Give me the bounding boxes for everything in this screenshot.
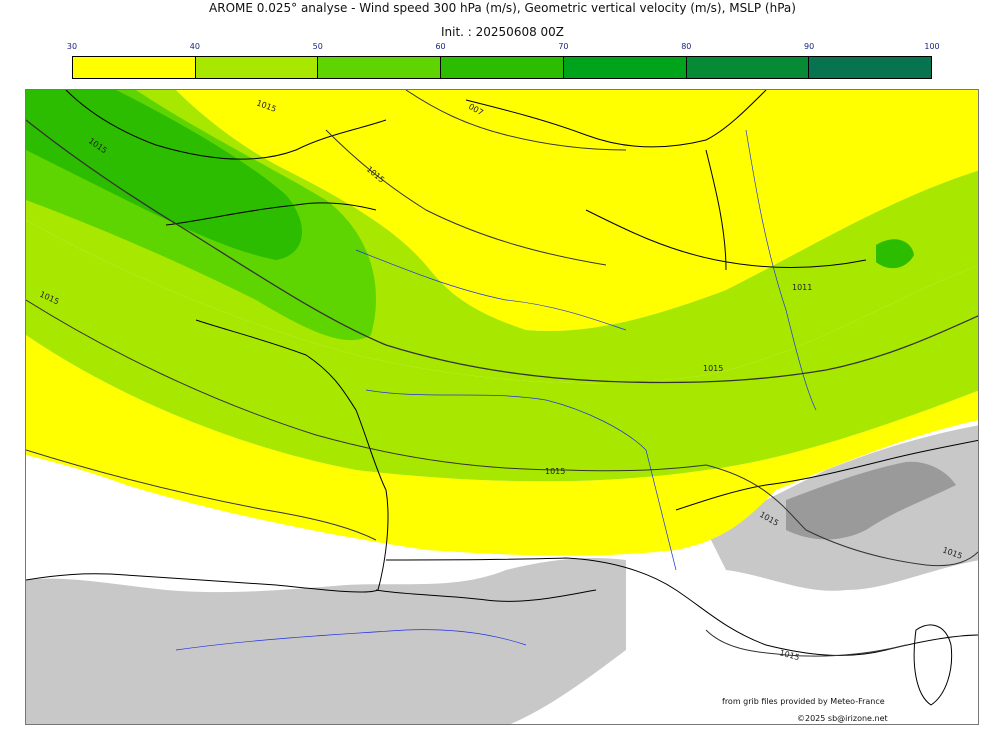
- colorbar-ticks: 30 40 50 60 70 80 90 100: [67, 42, 940, 54]
- isobar-1007: [405, 90, 627, 151]
- colorbar-tick: 70: [558, 42, 569, 51]
- wind-band-60-east: [876, 239, 914, 269]
- isobar-1015-south: [26, 299, 978, 567]
- coastline-uk: [65, 90, 387, 226]
- colorbar: [72, 56, 932, 79]
- river-seine: [355, 249, 627, 331]
- colorbar-tick: 50: [312, 42, 323, 51]
- border-germany: [585, 149, 867, 271]
- data-source-credit: from grib files provided by Meteo-France: [722, 697, 885, 706]
- isobar-label: 1015: [545, 467, 565, 476]
- wind-band-40: [26, 220, 978, 482]
- colorbar-tick: 100: [924, 42, 940, 51]
- border-france-spain: [375, 589, 597, 602]
- island-corsica: [913, 624, 953, 706]
- border-alps: [675, 439, 978, 511]
- relief-shading-dark: [786, 461, 956, 540]
- colorbar-segment: [73, 57, 196, 78]
- colorbar-tick: 90: [804, 42, 815, 51]
- wind-band-40-north: [26, 90, 978, 384]
- init-time: Init. : 20250608 00Z: [440, 25, 565, 39]
- river-rhone: [645, 449, 677, 571]
- river-rhine: [745, 129, 817, 411]
- weather-map[interactable]: 1015 1015 1015 1015 1015 1015 1015 1015 …: [25, 89, 979, 725]
- isobar-1015-iberia: [26, 449, 377, 541]
- river-loire: [365, 389, 647, 451]
- isobar-1011: [325, 129, 607, 266]
- isobar-1015-med: [705, 629, 907, 657]
- colorbar-segment: [563, 57, 687, 78]
- isobar-1015-main: [26, 119, 978, 384]
- coastline-mediterranean: [385, 557, 978, 656]
- river-ebro: [175, 629, 527, 651]
- colorbar-segment: [441, 57, 564, 78]
- wind-band-30: [26, 335, 978, 556]
- colorbar-segment: [318, 57, 442, 78]
- colorbar-tick: 60: [435, 42, 446, 51]
- colorbar-segment: [195, 57, 319, 78]
- isobar-label: 1015: [703, 364, 723, 373]
- copyright-credit: ©2025 sb@irizone.net: [797, 714, 888, 723]
- coastline-west: [26, 319, 389, 593]
- relief-shading-iberia: [26, 558, 626, 724]
- wind-band-30-north: [176, 90, 978, 331]
- colorbar-tick: 30: [66, 42, 78, 51]
- colorbar-segment: [809, 57, 932, 78]
- colorbar-segment: [686, 57, 810, 78]
- colorbar-tick: 40: [189, 42, 200, 51]
- isobar-label: 1011: [792, 283, 812, 292]
- wind-band-60: [26, 90, 303, 260]
- coastline-benelux: [465, 90, 767, 148]
- chart-title: AROME 0.025° analyse - Wind speed 300 hP…: [209, 1, 796, 15]
- colorbar-tick: 80: [681, 42, 692, 51]
